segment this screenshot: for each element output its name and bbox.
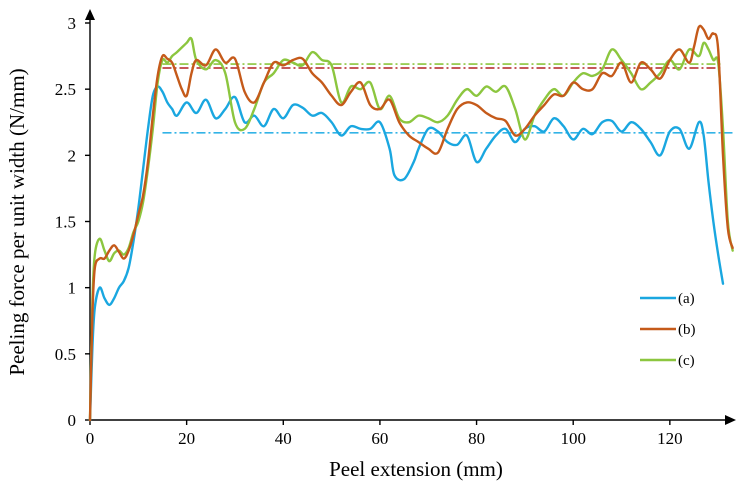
y-tick-label: 2 [68, 146, 77, 165]
legend-label-a: (a) [678, 291, 695, 307]
legend: (a) (b) (c) [640, 291, 696, 369]
x-axis-title: Peel extension (mm) [329, 457, 503, 481]
x-axis-arrow-icon [725, 415, 736, 425]
y-tick-label: 3 [68, 14, 77, 33]
x-tick-label: 80 [468, 429, 485, 448]
y-axis-arrow-icon [85, 9, 95, 20]
x-tick-label: 40 [275, 429, 292, 448]
y-tick-label: 1.5 [55, 213, 76, 232]
legend-label-b: (b) [678, 322, 696, 338]
y-tick-label: 2.5 [55, 80, 76, 99]
series-line-a [88, 85, 725, 422]
x-tick-label: 0 [86, 429, 95, 448]
x-tick-label: 60 [371, 429, 388, 448]
reference-lines [162, 63, 733, 134]
series-layer [88, 24, 734, 422]
y-tick-label: 0 [68, 411, 77, 430]
x-tick-label: 20 [178, 429, 195, 448]
y-axis-title: Peeling force per unit width (N/mm) [5, 68, 29, 375]
y-tick-label: 0.5 [55, 345, 76, 364]
y-tick-label: 1 [68, 279, 77, 298]
series-line-b [88, 24, 734, 422]
x-tick-label: 100 [560, 429, 586, 448]
legend-label-c: (c) [678, 353, 695, 369]
x-tick-label: 120 [657, 429, 683, 448]
axes: 0 20 40 60 80 100 120 0 0.5 1 1.5 2 2.5 3 [55, 9, 736, 448]
